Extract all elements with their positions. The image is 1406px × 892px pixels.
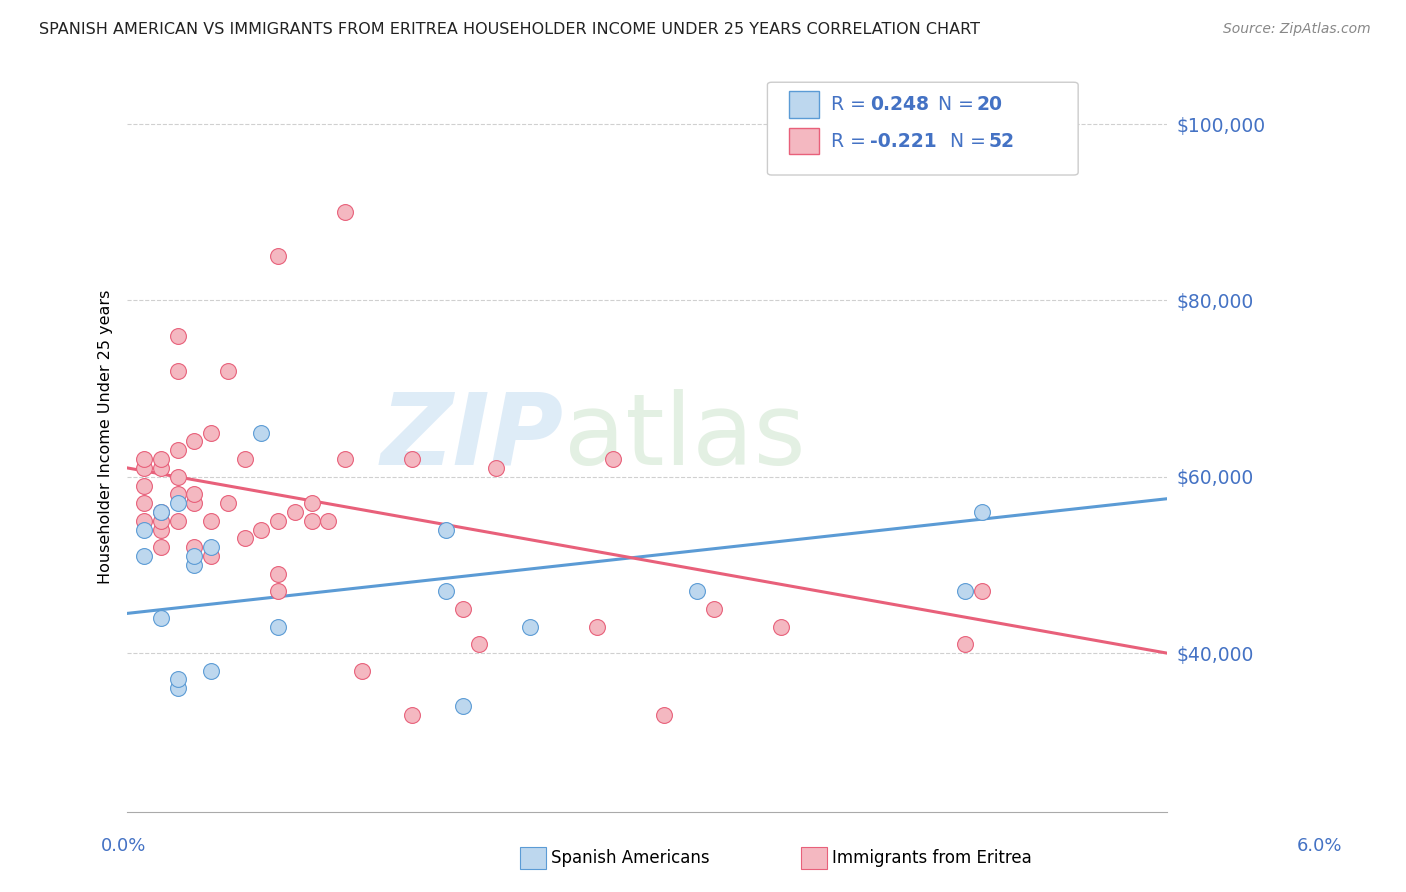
Point bbox=[350, 664, 373, 678]
Text: 6.0%: 6.0% bbox=[1298, 837, 1343, 855]
Text: 20: 20 bbox=[977, 95, 1002, 114]
Point bbox=[301, 496, 323, 510]
Point bbox=[149, 452, 172, 467]
Point bbox=[267, 566, 290, 581]
Point bbox=[451, 602, 474, 616]
Point bbox=[267, 514, 290, 528]
Point bbox=[972, 505, 994, 519]
Point bbox=[267, 584, 290, 599]
Point bbox=[200, 541, 222, 555]
Point bbox=[132, 478, 155, 492]
Point bbox=[132, 514, 155, 528]
Point bbox=[434, 523, 457, 537]
Point bbox=[149, 514, 172, 528]
Point bbox=[132, 523, 155, 537]
Point bbox=[149, 523, 172, 537]
Point bbox=[166, 443, 188, 458]
Point bbox=[166, 469, 188, 483]
Point bbox=[200, 425, 222, 440]
Point bbox=[769, 619, 792, 633]
Point bbox=[166, 496, 188, 510]
Point bbox=[166, 328, 188, 343]
Point bbox=[200, 514, 222, 528]
Point bbox=[183, 496, 205, 510]
Text: N =: N = bbox=[938, 132, 991, 151]
Point bbox=[468, 637, 491, 651]
Point bbox=[217, 364, 239, 378]
Text: R =: R = bbox=[831, 132, 872, 151]
Point bbox=[149, 541, 172, 555]
Point bbox=[183, 434, 205, 449]
Point bbox=[267, 619, 290, 633]
Text: Source: ZipAtlas.com: Source: ZipAtlas.com bbox=[1223, 22, 1371, 37]
Y-axis label: Householder Income Under 25 years: Householder Income Under 25 years bbox=[98, 290, 114, 584]
Point bbox=[166, 487, 188, 501]
Point bbox=[434, 584, 457, 599]
Text: 52: 52 bbox=[988, 132, 1014, 151]
Point bbox=[955, 637, 977, 651]
Point bbox=[233, 452, 256, 467]
Point bbox=[200, 664, 222, 678]
Text: N =: N = bbox=[927, 95, 980, 114]
Point bbox=[335, 452, 357, 467]
Point bbox=[267, 249, 290, 263]
Text: atlas: atlas bbox=[564, 389, 806, 485]
Point bbox=[149, 611, 172, 625]
Point bbox=[284, 505, 307, 519]
Point bbox=[703, 602, 725, 616]
Text: Spanish Americans: Spanish Americans bbox=[551, 849, 710, 867]
Text: SPANISH AMERICAN VS IMMIGRANTS FROM ERITREA HOUSEHOLDER INCOME UNDER 25 YEARS CO: SPANISH AMERICAN VS IMMIGRANTS FROM ERIT… bbox=[39, 22, 980, 37]
Point bbox=[686, 584, 709, 599]
Text: 0.0%: 0.0% bbox=[101, 837, 146, 855]
Point bbox=[955, 584, 977, 599]
Point bbox=[183, 549, 205, 563]
Point bbox=[972, 584, 994, 599]
Point bbox=[485, 461, 508, 475]
Point bbox=[585, 619, 607, 633]
Text: 0.248: 0.248 bbox=[870, 95, 929, 114]
Point bbox=[401, 707, 423, 722]
Point bbox=[250, 425, 273, 440]
Point bbox=[183, 558, 205, 572]
Point bbox=[519, 619, 541, 633]
Point bbox=[166, 514, 188, 528]
Point bbox=[166, 681, 188, 696]
Point bbox=[233, 532, 256, 546]
Point bbox=[451, 698, 474, 713]
Point bbox=[166, 364, 188, 378]
Point bbox=[183, 541, 205, 555]
Point bbox=[200, 549, 222, 563]
Point bbox=[401, 452, 423, 467]
Point bbox=[250, 523, 273, 537]
Point bbox=[217, 496, 239, 510]
Point bbox=[318, 514, 340, 528]
Text: -0.221: -0.221 bbox=[870, 132, 936, 151]
Point bbox=[132, 496, 155, 510]
Text: Immigrants from Eritrea: Immigrants from Eritrea bbox=[832, 849, 1032, 867]
Point bbox=[149, 461, 172, 475]
Point bbox=[652, 707, 675, 722]
Point bbox=[602, 452, 624, 467]
Point bbox=[301, 514, 323, 528]
Point bbox=[149, 505, 172, 519]
Point bbox=[335, 205, 357, 219]
Point bbox=[166, 673, 188, 687]
Point bbox=[183, 487, 205, 501]
Point bbox=[132, 461, 155, 475]
Point bbox=[149, 505, 172, 519]
Text: ZIP: ZIP bbox=[381, 389, 564, 485]
Point bbox=[132, 549, 155, 563]
Point bbox=[132, 452, 155, 467]
Text: R =: R = bbox=[831, 95, 872, 114]
